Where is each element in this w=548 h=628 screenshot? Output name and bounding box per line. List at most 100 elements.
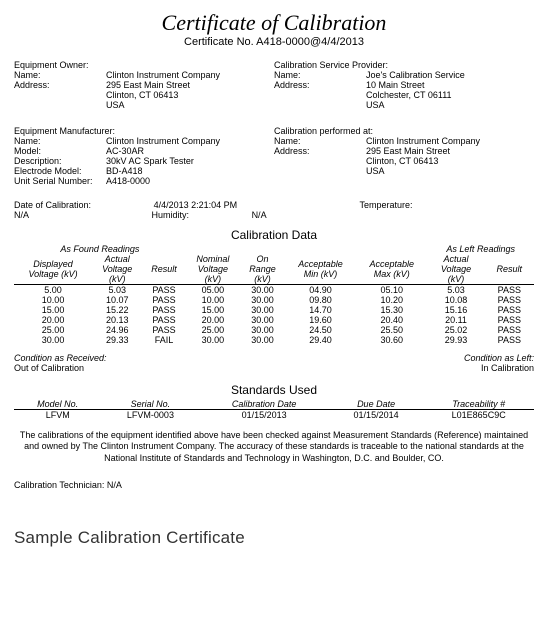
table-cell: 20.40: [356, 315, 427, 325]
date-value: 4/4/2013 2:21:04 PM: [154, 200, 238, 210]
table-cell: 14.70: [285, 305, 356, 315]
humid-value: N/A: [252, 210, 267, 220]
manufacturer-performed-row: Equipment Manufacturer: Name:Clinton Ins…: [14, 126, 534, 186]
caldata-heading: Calibration Data: [14, 228, 534, 242]
group-found: As Found Readings: [14, 244, 186, 254]
col-nominal: NominalVoltage(kV): [186, 254, 240, 285]
humid-label: Humidity:: [152, 210, 190, 220]
table-cell: 15.16: [427, 305, 484, 315]
mfr-elec-label: Electrode Model:: [14, 166, 106, 176]
col-result-left: Result: [485, 254, 534, 285]
table-cell: 04.90: [285, 285, 356, 296]
table-cell: LFVM: [14, 410, 101, 421]
tech-label: Calibration Technician:: [14, 480, 104, 490]
mfr-model-label: Model:: [14, 146, 106, 156]
cert-no-value: A418-0000@4/4/2013: [256, 36, 364, 48]
cal-table: As Found Readings As Left Readings Displ…: [14, 244, 534, 345]
table-cell: 20.00: [186, 315, 240, 325]
table-cell: PASS: [142, 315, 185, 325]
table-cell: 30.00: [240, 285, 285, 296]
mfr-serial: A418-0000: [106, 176, 150, 186]
table-cell: 30.00: [186, 335, 240, 345]
perf-addr3: USA: [366, 166, 385, 176]
table-cell: 15.00: [186, 305, 240, 315]
provider-addr3: USA: [366, 100, 385, 110]
col-min: AcceptableMin (kV): [285, 254, 356, 285]
table-cell: PASS: [142, 325, 185, 335]
table-cell: PASS: [485, 315, 534, 325]
mfr-desc-label: Description:: [14, 156, 106, 166]
table-cell: 5.00: [14, 285, 92, 296]
table-cell: 15.30: [356, 305, 427, 315]
table-cell: 24.50: [285, 325, 356, 335]
provider-addr1: 10 Main Street: [366, 80, 425, 90]
perf-name: Clinton Instrument Company: [366, 136, 480, 146]
owner-addr2: Clinton, CT 06413: [106, 90, 178, 100]
col-actual-left: ActualVoltage(kV): [427, 254, 484, 285]
table-cell: 30.00: [240, 295, 285, 305]
col-displayed: DisplayedVoltage (kV): [14, 254, 92, 285]
table-cell: LFVM-0003: [101, 410, 199, 421]
temp-value: N/A: [14, 210, 29, 220]
owner-name-label: Name:: [14, 70, 106, 80]
table-cell: 19.60: [285, 315, 356, 325]
owner-provider-row: Equipment Owner: Name:Clinton Instrument…: [14, 60, 534, 110]
owner-name: Clinton Instrument Company: [106, 70, 220, 80]
table-cell: 25.02: [427, 325, 484, 335]
table-cell: 29.40: [285, 335, 356, 345]
cert-label: Certificate No.: [184, 36, 254, 48]
table-cell: 05.00: [186, 285, 240, 296]
cond-left-value: In Calibration: [354, 363, 534, 373]
owner-addr3: USA: [106, 100, 125, 110]
table-row: 5.005.03PASS05.0030.0004.9005.105.03PASS: [14, 285, 534, 296]
table-cell: PASS: [142, 295, 185, 305]
table-cell: 5.03: [427, 285, 484, 296]
table-cell: 10.20: [356, 295, 427, 305]
table-cell: 29.93: [427, 335, 484, 345]
std-col-model: Model No.: [14, 399, 101, 410]
table-cell: 15.00: [14, 305, 92, 315]
table-cell: PASS: [485, 335, 534, 345]
mfr-name-label: Name:: [14, 136, 106, 146]
table-cell: 30.60: [356, 335, 427, 345]
table-cell: 09.80: [285, 295, 356, 305]
table-cell: 01/15/2014: [329, 410, 424, 421]
disclaimer: The calibrations of the equipment identi…: [14, 430, 534, 464]
table-cell: 15.22: [92, 305, 142, 315]
table-cell: 25.00: [14, 325, 92, 335]
table-row: 15.0015.22PASS15.0030.0014.7015.3015.16P…: [14, 305, 534, 315]
provider-block: Calibration Service Provider: Name:Joe's…: [274, 60, 534, 110]
std-col-caldate: Calibration Date: [199, 399, 328, 410]
standards-table: Model No. Serial No. Calibration Date Du…: [14, 399, 534, 420]
provider-addr-label: Address:: [274, 80, 366, 90]
table-cell: FAIL: [142, 335, 185, 345]
std-col-due: Due Date: [329, 399, 424, 410]
table-row: 30.0029.33FAIL30.0030.0029.4030.6029.93P…: [14, 335, 534, 345]
table-cell: PASS: [142, 305, 185, 315]
cert-no: Certificate No. A418-0000@4/4/2013: [14, 36, 534, 48]
table-cell: PASS: [142, 285, 185, 296]
tech-value: N/A: [107, 480, 122, 490]
mfr-desc: 30kV AC Spark Tester: [106, 156, 194, 166]
table-cell: 10.07: [92, 295, 142, 305]
table-cell: 30.00: [240, 305, 285, 315]
mfr-heading: Equipment Manufacturer:: [14, 126, 274, 136]
owner-block: Equipment Owner: Name:Clinton Instrument…: [14, 60, 274, 110]
table-row: 25.0024.96PASS25.0030.0024.5025.5025.02P…: [14, 325, 534, 335]
table-cell: 30.00: [240, 325, 285, 335]
table-row: LFVMLFVM-000301/15/201301/15/2014L01E865…: [14, 410, 534, 421]
std-col-serial: Serial No.: [101, 399, 199, 410]
col-onrange: OnRange(kV): [240, 254, 285, 285]
perf-name-label: Name:: [274, 136, 366, 146]
mfr-model: AC-30AR: [106, 146, 144, 156]
table-cell: PASS: [485, 305, 534, 315]
title: Certificate of Calibration: [14, 10, 534, 36]
technician: Calibration Technician: N/A: [14, 480, 534, 490]
table-cell: L01E865C9C: [423, 410, 534, 421]
perf-addr1: 295 East Main Street: [366, 146, 450, 156]
table-cell: 05.10: [356, 285, 427, 296]
table-cell: 30.00: [240, 335, 285, 345]
env-line: Date of Calibration: 4/4/2013 2:21:04 PM…: [14, 200, 534, 220]
owner-heading: Equipment Owner:: [14, 60, 274, 70]
condition-labels: Condition as Received: Condition as Left…: [14, 353, 534, 363]
